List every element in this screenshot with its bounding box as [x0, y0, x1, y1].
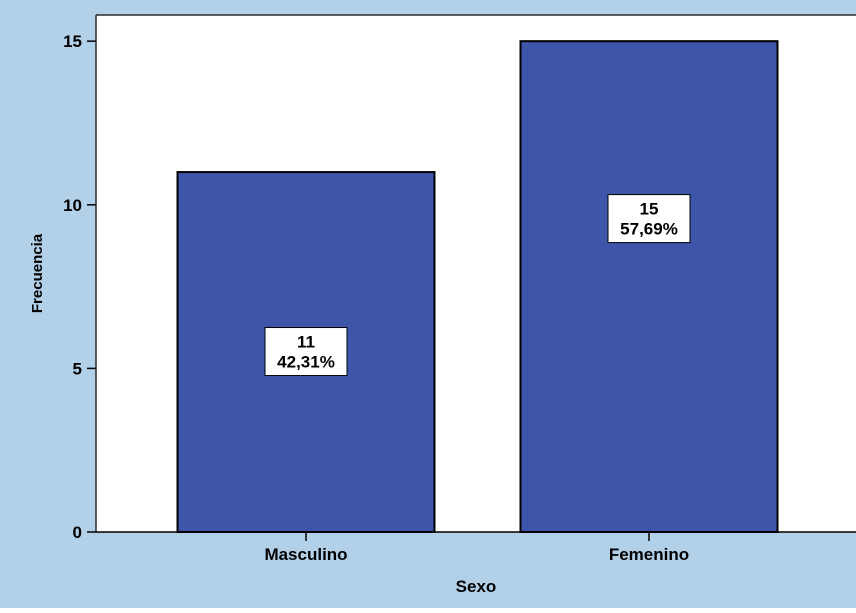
y-tick-label-0: 0	[73, 523, 82, 542]
data-label-percent: 42,31%	[277, 353, 335, 372]
data-label-box	[264, 327, 348, 377]
data-label-percent: 57,69%	[620, 220, 678, 239]
x-axis-title: Sexo	[456, 577, 497, 596]
x-tick-label-masculino: Masculino	[264, 545, 347, 564]
data-label-box	[607, 194, 691, 244]
data-label-count: 11	[297, 333, 315, 352]
x-tick-label-femenino: Femenino	[609, 545, 689, 564]
y-axis-title: Frecuencia	[29, 233, 46, 313]
y-tick-label-10: 10	[63, 196, 82, 215]
y-tick-label-5: 5	[73, 359, 82, 378]
bar-femenino	[519, 40, 779, 533]
y-tick-label-15: 15	[63, 32, 82, 51]
data-label-count: 15	[640, 200, 659, 219]
